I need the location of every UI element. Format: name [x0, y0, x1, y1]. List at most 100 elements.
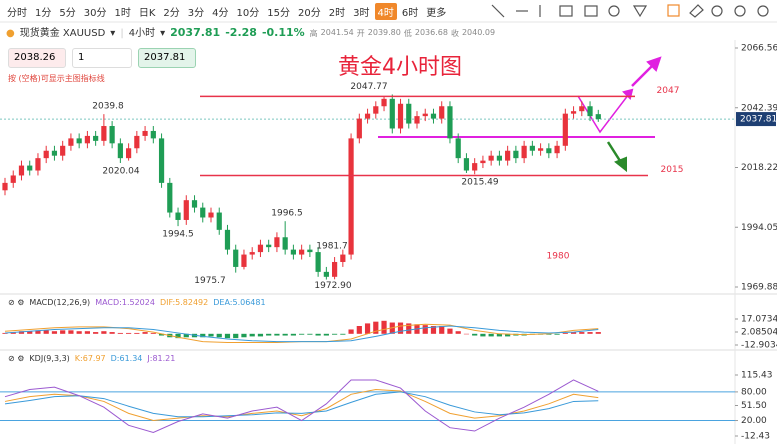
stat-value: 2036.68 [414, 28, 448, 37]
candle-body [18, 165, 25, 176]
y-tick-label: 2018.22 [741, 163, 777, 173]
price-label: 2039.8 [92, 102, 124, 112]
period-button[interactable]: 6时 [401, 8, 419, 19]
macd-bar [587, 332, 593, 334]
candle-body [68, 138, 74, 146]
candle-body [101, 126, 107, 141]
macd-bar [332, 333, 338, 335]
period-button[interactable]: 分时 [7, 8, 27, 19]
last-price-label: 2037.81 [740, 115, 777, 125]
period-button[interactable]: 1分 [35, 8, 52, 19]
macd-bar [150, 332, 156, 334]
period-button[interactable]: 5分 [59, 8, 76, 19]
macd-bar [373, 321, 379, 334]
candle-body [422, 113, 428, 117]
indicator-icon[interactable]: ⊘ ⚙ [8, 298, 25, 307]
macd-bar [274, 333, 280, 336]
order-inputs: 2038.26 1 2037.81 [8, 48, 196, 68]
macd-bar [158, 333, 165, 336]
candle-body [389, 98, 395, 129]
period-button[interactable]: 4分 [212, 8, 229, 19]
indicator-icon[interactable]: ⊘ ⚙ [8, 354, 25, 363]
candle-body [290, 249, 296, 255]
stat-value: 2039.80 [367, 28, 401, 37]
indicator-title: KDJ(9,3,3) [29, 354, 70, 363]
dropdown-icon[interactable]: ▾ [110, 28, 116, 39]
price: 2037.81 [170, 26, 221, 39]
period-button[interactable]: 4时 [374, 3, 397, 20]
macd-bar [84, 331, 90, 334]
macd-bar [208, 333, 214, 337]
period-button[interactable]: 2时 [328, 8, 346, 19]
price-label: 1996.5 [271, 209, 303, 219]
macd-bar [43, 330, 49, 334]
candle-body [183, 200, 189, 220]
macd-bar [266, 333, 272, 336]
candle-body [348, 138, 354, 255]
macd-header: ⊘ ⚙ MACD(12,26,9) MACD:1.52024 DIF:5.82492 D… [8, 298, 266, 307]
last-price-box [736, 112, 776, 127]
macd-bar [18, 331, 25, 334]
candle-body [570, 111, 577, 114]
period-button[interactable]: 1时 [114, 8, 131, 19]
period-button[interactable]: 30分 [83, 8, 107, 19]
price-input[interactable]: 2038.26 [8, 48, 66, 68]
candle-body [480, 160, 486, 164]
candle-body [340, 254, 346, 262]
candle-body [51, 150, 58, 156]
price-label: 1994.5 [162, 230, 194, 240]
macd-bar [439, 326, 445, 334]
period-button[interactable]: 2分 [163, 8, 180, 19]
indicator-line [4, 325, 599, 343]
price-label: 1972.90 [314, 281, 351, 291]
candle-body [513, 150, 519, 159]
macd-bar [356, 326, 362, 334]
macd-bar [68, 330, 74, 334]
period-button[interactable]: 10分 [236, 8, 260, 19]
price-label: 2020.04 [102, 167, 139, 177]
indicator-line [4, 391, 599, 418]
macd-bar [595, 332, 601, 334]
candle-body [364, 113, 371, 119]
stat-label: 收 [450, 29, 459, 38]
indicator-line [4, 389, 599, 422]
macd-bar [183, 333, 189, 338]
macd-bar [579, 332, 585, 334]
period-button[interactable]: 3时 [353, 8, 370, 19]
macd-bar [562, 332, 568, 334]
kdj-header: ⊘ ⚙ KDJ(9,3,3) K:67.97 D:61.34 J:81.21 [8, 354, 175, 363]
symbol[interactable]: 现货黄金 XAUUSD [19, 28, 106, 39]
y-tick-label: 17.07349 [741, 315, 777, 325]
macd-bar [447, 328, 453, 334]
period-button[interactable]: 3分 [187, 8, 205, 19]
period[interactable]: 4小时 [128, 28, 156, 39]
stat-label: 高 [309, 29, 318, 38]
price-input[interactable]: 2037.81 [138, 48, 196, 68]
y-tick-label: 1994.05 [741, 223, 777, 233]
candle-body [381, 98, 387, 107]
candle-body [430, 113, 437, 119]
period-button[interactable]: 更多 [426, 8, 447, 19]
period-button[interactable]: 日K [138, 8, 156, 19]
candle-body [208, 212, 214, 218]
candle-body [175, 212, 181, 220]
macd-bar [496, 333, 502, 337]
candle-body [554, 145, 560, 154]
macd-bar [10, 332, 16, 334]
candle-body [538, 148, 544, 151]
candle-body [93, 135, 99, 141]
quantity-input[interactable]: 1 [72, 48, 132, 68]
y-tick-label: 2066.56 [741, 44, 777, 54]
candle-body [158, 138, 165, 183]
period-button[interactable]: 15分 [267, 8, 291, 19]
macd-bar [463, 333, 470, 335]
candle-body [447, 106, 453, 139]
macd-bar [323, 333, 329, 336]
period-button[interactable]: 20分 [298, 8, 321, 19]
level-label: 2015 [661, 165, 684, 175]
toolbar: 分时 1分 5分 30分 1时 日K 2分 3分 4分 10分 15分 20分 2时 3时 4时 6时 更多 [4, 3, 449, 20]
dropdown-icon[interactable]: ▾ [160, 28, 166, 39]
macd-bar [290, 333, 296, 336]
candle-body [546, 148, 552, 154]
